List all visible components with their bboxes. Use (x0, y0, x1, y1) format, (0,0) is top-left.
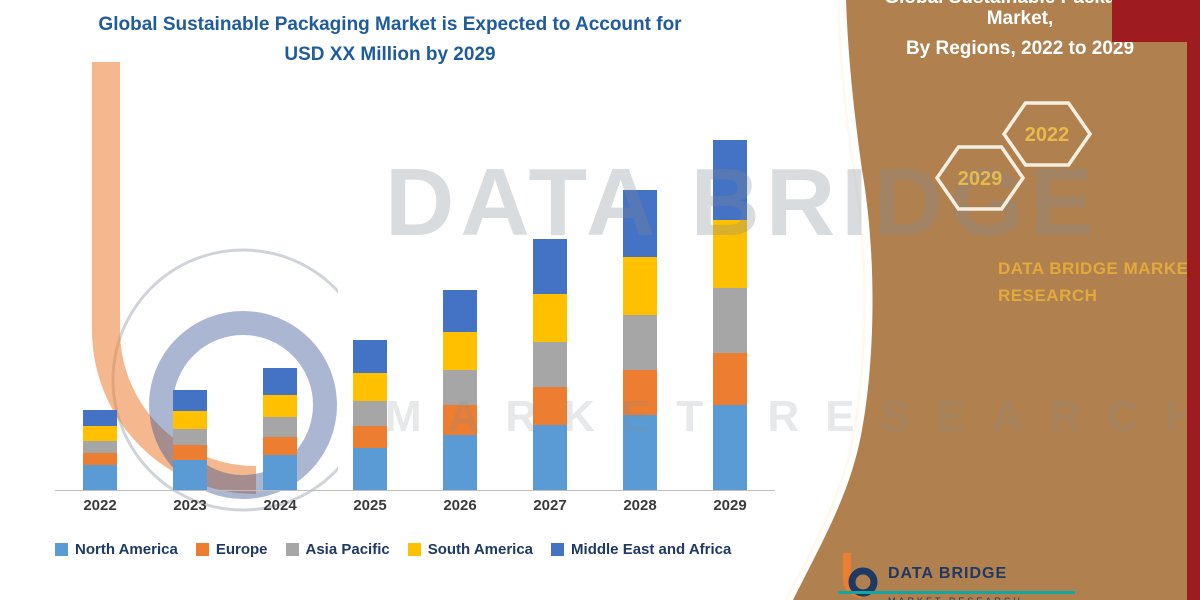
chart-title: Global Sustainable Packaging Market is E… (70, 10, 710, 70)
segment-asia-pacific (443, 370, 477, 405)
x-axis-label-2027: 2027 (533, 497, 567, 514)
segment-asia-pacific (263, 417, 297, 437)
chart-title-line2: USD XX Million by 2029 (284, 44, 496, 65)
segment-south-america (623, 257, 657, 315)
footer-sub-text: MARKET RESEARCH (888, 596, 1023, 600)
footer-divider-line (838, 591, 1075, 594)
panel-brand-text: DATA BRIDGE MARKET RESEARCH (998, 255, 1199, 309)
legend-label: North America (75, 541, 178, 558)
segment-middle-east-and-africa (443, 290, 477, 332)
legend-swatch (285, 543, 299, 556)
segment-south-america (713, 220, 747, 288)
segment-north-america (83, 465, 117, 490)
legend-label: Middle East and Africa (571, 541, 732, 558)
year-hexagons: 2022 2029 (934, 101, 1093, 211)
legend-item-north-america: North America (55, 541, 178, 558)
segment-europe (623, 370, 657, 415)
legend-swatch (55, 543, 68, 556)
segment-south-america (263, 395, 297, 417)
legend-item-south-america: South America (407, 541, 534, 558)
segment-europe (353, 426, 387, 448)
legend-item-europe: Europe (195, 541, 268, 558)
footer-brand-text: DATA BRIDGE (888, 565, 1008, 582)
segment-middle-east-and-africa (173, 390, 207, 411)
legend-label: Asia Pacific (305, 541, 390, 558)
segment-middle-east-and-africa (623, 190, 657, 257)
stacked-bar-2027 (533, 239, 567, 490)
legend-label: Europe (215, 541, 268, 558)
segment-europe (443, 405, 477, 435)
legend-item-asia-pacific: Asia Pacific (285, 541, 390, 558)
x-axis-label-2023: 2023 (173, 497, 207, 514)
segment-asia-pacific (623, 315, 657, 370)
stacked-bar-2025 (353, 340, 387, 490)
segment-asia-pacific (83, 441, 117, 453)
segment-middle-east-and-africa (533, 239, 567, 294)
segment-south-america (443, 332, 477, 370)
stacked-bar-2028 (623, 190, 657, 490)
panel-brand-line1: DATA BRIDGE MARKET (998, 259, 1200, 278)
x-axis-label-2022: 2022 (83, 497, 117, 514)
bar-slot-2028 (595, 100, 685, 490)
hexagon-2029-label: 2029 (958, 168, 1003, 190)
bar-slot-2026 (415, 100, 505, 490)
x-axis-label-2024: 2024 (263, 497, 297, 514)
x-axis-label-2026: 2026 (443, 497, 477, 514)
bar-slot-2023 (145, 100, 235, 490)
segment-south-america (173, 411, 207, 429)
segment-north-america (533, 425, 567, 490)
segment-north-america (443, 435, 477, 490)
red-edge-accent (1187, 0, 1200, 600)
bar-slot-2027 (505, 100, 595, 490)
legend-swatch (407, 543, 421, 556)
legend-item-middle-east-and-africa: Middle East and Africa (551, 541, 731, 558)
segment-north-america (353, 448, 387, 490)
segment-south-america (83, 426, 117, 441)
segment-asia-pacific (713, 288, 747, 353)
segment-north-america (623, 415, 657, 490)
segment-europe (173, 445, 207, 460)
legend-swatch (551, 543, 565, 556)
legend-label: South America (427, 541, 534, 558)
segment-south-america (353, 373, 387, 401)
segment-north-america (713, 405, 747, 490)
segment-asia-pacific (173, 429, 207, 445)
x-axis-labels: 2022 2023 2024 2025 2026 2027 2028 2029 (55, 497, 775, 514)
segment-asia-pacific (533, 342, 567, 387)
stacked-bar-2023 (173, 390, 207, 490)
segment-europe (263, 437, 297, 455)
bar-slot-2024 (235, 100, 325, 490)
segment-middle-east-and-africa (353, 340, 387, 373)
segment-north-america (173, 460, 207, 490)
segment-middle-east-and-africa (83, 410, 117, 426)
stacked-bar-2024 (263, 368, 297, 490)
x-axis-label-2025: 2025 (353, 497, 387, 514)
stacked-bar-chart (55, 100, 775, 491)
segment-europe (533, 387, 567, 425)
bar-slot-2029 (685, 100, 775, 490)
segment-europe (713, 353, 747, 405)
stacked-bar-2022 (83, 410, 117, 490)
stacked-bar-2029 (713, 140, 747, 490)
chart-title-line1: Global Sustainable Packaging Market is E… (98, 14, 682, 35)
panel-brand-line2: RESEARCH (998, 286, 1098, 305)
segment-middle-east-and-africa (713, 140, 747, 220)
segment-middle-east-and-africa (263, 368, 297, 395)
stacked-bar-2026 (443, 290, 477, 490)
x-axis-label-2028: 2028 (623, 497, 657, 514)
segment-north-america (263, 455, 297, 490)
bar-slot-2022 (55, 100, 145, 490)
segment-south-america (533, 294, 567, 342)
hexagon-2022-label: 2022 (1025, 124, 1070, 146)
chart-legend: North America Europe Asia Pacific South Ame… (55, 541, 780, 558)
x-axis-label-2029: 2029 (713, 497, 747, 514)
segment-asia-pacific (353, 401, 387, 426)
bar-slot-2025 (325, 100, 415, 490)
legend-swatch (195, 543, 209, 556)
segment-europe (83, 453, 117, 465)
